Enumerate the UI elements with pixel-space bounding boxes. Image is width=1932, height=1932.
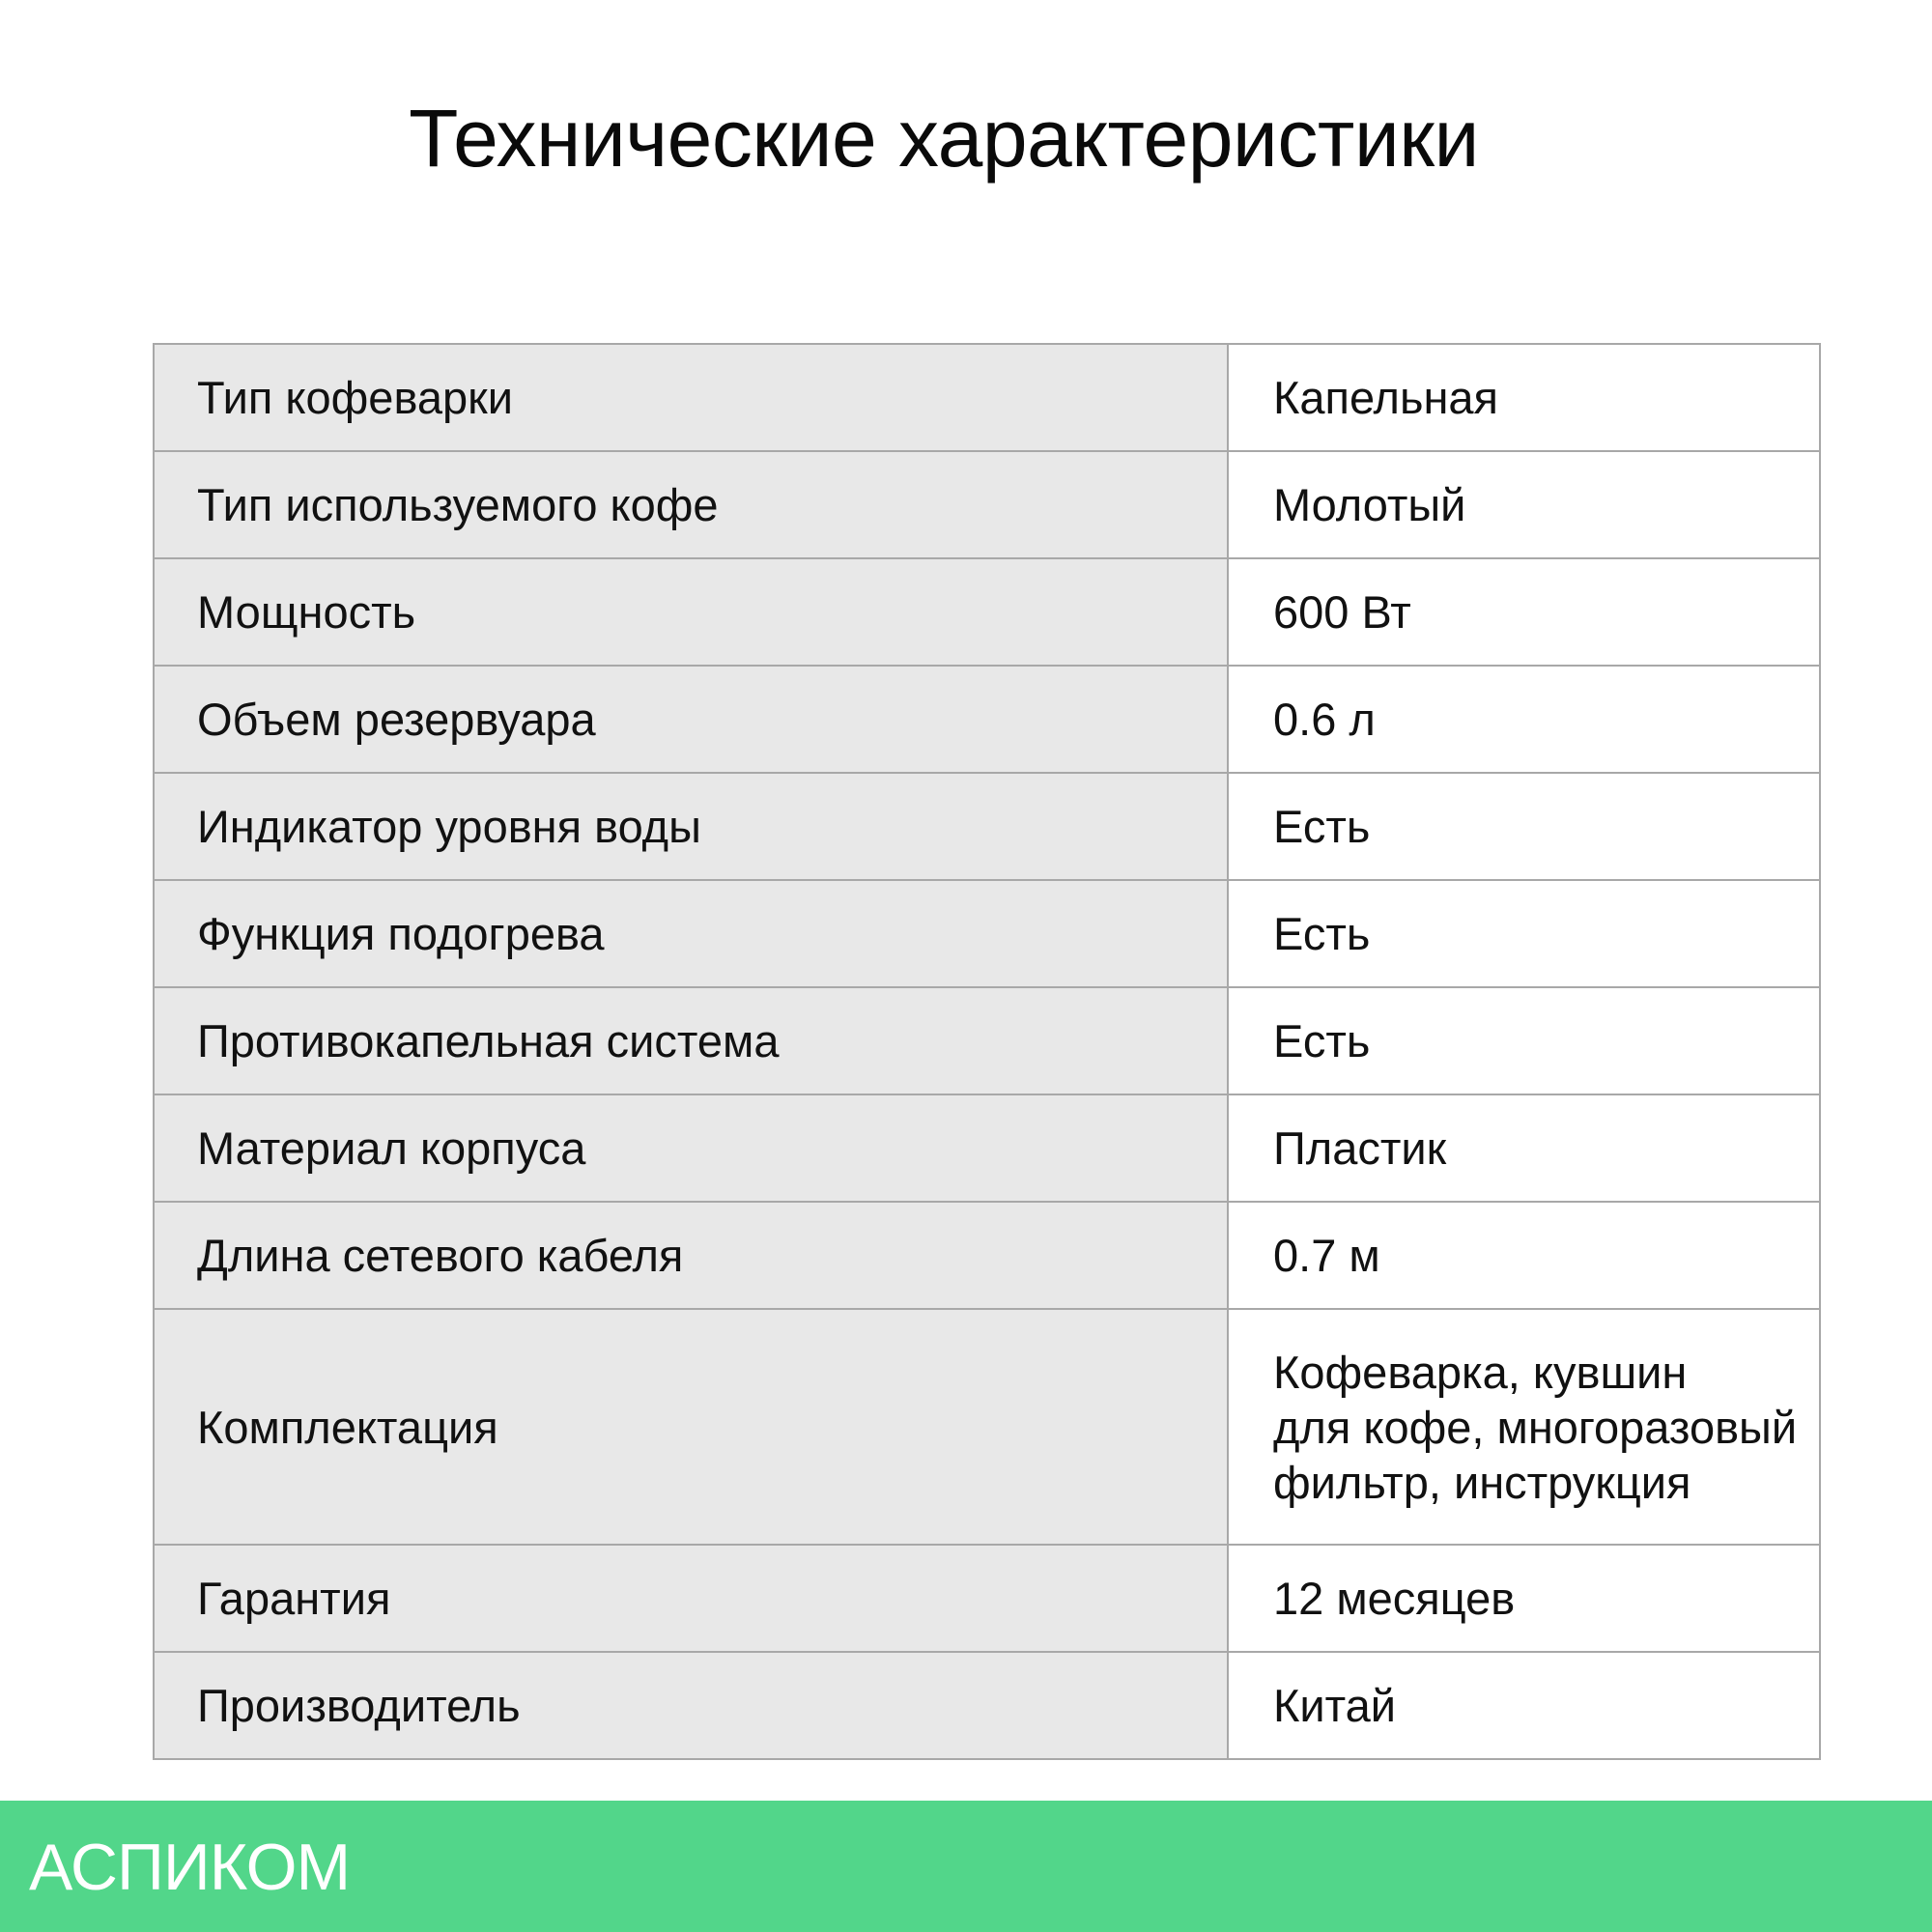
spec-label: Противокапельная система <box>153 986 1229 1095</box>
spec-value: Кофеварка, кувшин для кофе, многоразовый ф… <box>1227 1308 1821 1546</box>
table-row: Комплектация Кофеварка, кувшин для кофе, м… <box>153 1308 1821 1546</box>
table-row: Тип используемого кофе Молотый <box>153 450 1821 559</box>
table-row: Длина сетевого кабеля 0.7 м <box>153 1201 1821 1310</box>
spec-label: Тип используемого кофе <box>153 450 1229 559</box>
spec-value: Есть <box>1227 879 1821 988</box>
spec-value: Китай <box>1227 1651 1821 1760</box>
spec-value: 0.6 л <box>1227 665 1821 774</box>
spec-label: Объем резервуара <box>153 665 1229 774</box>
spec-label: Функция подогрева <box>153 879 1229 988</box>
spec-value-line: Кофеварка, кувшин <box>1273 1346 1688 1398</box>
spec-value: Есть <box>1227 986 1821 1095</box>
spec-label: Тип кофеварки <box>153 343 1229 452</box>
spec-label: Длина сетевого кабеля <box>153 1201 1229 1310</box>
spec-value: 12 месяцев <box>1227 1544 1821 1653</box>
spec-label: Мощность <box>153 557 1229 667</box>
spec-label: Гарантия <box>153 1544 1229 1653</box>
specs-table: Тип кофеварки Капельная Тип используемого … <box>153 343 1821 1760</box>
spec-value-line: для кофе, многоразовый <box>1273 1401 1798 1453</box>
spec-value: 600 Вт <box>1227 557 1821 667</box>
spec-label: Комплектация <box>153 1308 1229 1546</box>
spec-label: Индикатор уровня воды <box>153 772 1229 881</box>
spec-value: Пластик <box>1227 1094 1821 1203</box>
spec-label: Материал корпуса <box>153 1094 1229 1203</box>
spec-value-line: фильтр, инструкция <box>1273 1456 1691 1508</box>
page-title: Технические характеристики <box>409 93 1479 184</box>
spec-value: Молотый <box>1227 450 1821 559</box>
spec-value: 0.7 м <box>1227 1201 1821 1310</box>
brand-logo: АСПИКОМ <box>29 1831 351 1904</box>
table-row: Тип кофеварки Капельная <box>153 343 1821 452</box>
table-row: Производитель Китай <box>153 1651 1821 1760</box>
spec-label: Производитель <box>153 1651 1229 1760</box>
table-row: Объем резервуара 0.6 л <box>153 665 1821 774</box>
table-row: Индикатор уровня воды Есть <box>153 772 1821 881</box>
spec-value: Есть <box>1227 772 1821 881</box>
table-row: Функция подогрева Есть <box>153 879 1821 988</box>
spec-value: Капельная <box>1227 343 1821 452</box>
table-row: Гарантия 12 месяцев <box>153 1544 1821 1653</box>
table-row: Мощность 600 Вт <box>153 557 1821 667</box>
table-row: Противокапельная система Есть <box>153 986 1821 1095</box>
footer-bar: АСПИКОМ <box>0 1801 1932 1932</box>
table-row: Материал корпуса Пластик <box>153 1094 1821 1203</box>
